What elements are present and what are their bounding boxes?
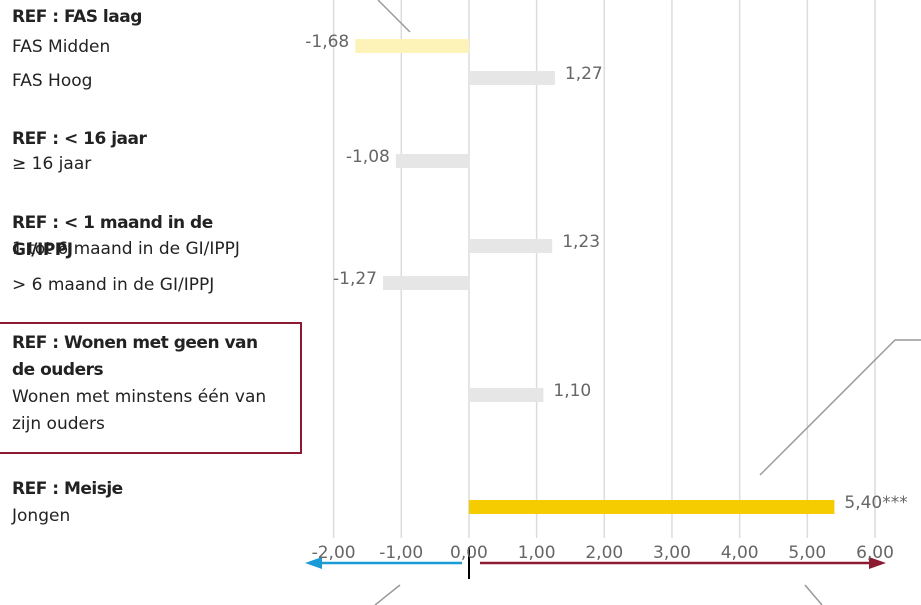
x-tick-label: 1,00 bbox=[518, 543, 556, 563]
bar bbox=[468, 500, 835, 514]
value-label: -1,68 bbox=[305, 32, 349, 52]
x-tick-label: -1,00 bbox=[379, 543, 423, 563]
category-label: FAS Hoog bbox=[12, 71, 93, 91]
category-label: ≥ 16 jaar bbox=[12, 154, 92, 174]
x-tick-label: 5,00 bbox=[788, 543, 826, 563]
bar bbox=[383, 276, 469, 290]
x-tick-label: 6,00 bbox=[856, 543, 894, 563]
reference-label: REF : Wonen met geen van de ouders bbox=[12, 333, 258, 380]
category-label: 1 tot 6 maand in de GI/IPPJ bbox=[12, 239, 240, 259]
bar bbox=[468, 388, 544, 402]
x-tick-label: 4,00 bbox=[721, 543, 759, 563]
arrow-head bbox=[305, 557, 322, 569]
value-label: 1,27 bbox=[565, 64, 603, 84]
category-label: FAS Midden bbox=[12, 37, 111, 57]
x-tick-label: 3,00 bbox=[653, 543, 691, 563]
value-label: 1,23 bbox=[562, 232, 600, 252]
reference-label: REF : < 1 maand in de GI/IPPJ bbox=[12, 213, 213, 260]
value-label: 5,40*** bbox=[844, 493, 907, 513]
reference-label: REF : < 16 jaar bbox=[12, 129, 147, 149]
bar bbox=[468, 71, 555, 85]
bar bbox=[395, 154, 469, 168]
callout-line bbox=[374, 584, 401, 605]
value-label: -1,27 bbox=[333, 269, 377, 289]
value-label: -1,08 bbox=[346, 147, 390, 167]
callout-line bbox=[759, 339, 921, 476]
bar bbox=[355, 39, 469, 53]
category-label: Wonen met minstens één van zijn ouders bbox=[12, 387, 267, 434]
value-label: 1,10 bbox=[553, 381, 591, 401]
reference-label: REF : FAS laag bbox=[12, 7, 142, 27]
category-label: Jongen bbox=[12, 506, 71, 526]
group-box bbox=[0, 322, 302, 454]
arrow-head bbox=[869, 557, 886, 569]
callout-line bbox=[377, 0, 411, 33]
x-tick-label: 0,00 bbox=[450, 543, 488, 563]
bar bbox=[468, 239, 553, 253]
x-tick-label: 2,00 bbox=[585, 543, 623, 563]
category-label: > 6 maand in de GI/IPPJ bbox=[12, 275, 215, 295]
x-tick-label: -2,00 bbox=[312, 543, 356, 563]
callout-line bbox=[804, 584, 823, 605]
reference-label: REF : Meisje bbox=[12, 479, 123, 499]
